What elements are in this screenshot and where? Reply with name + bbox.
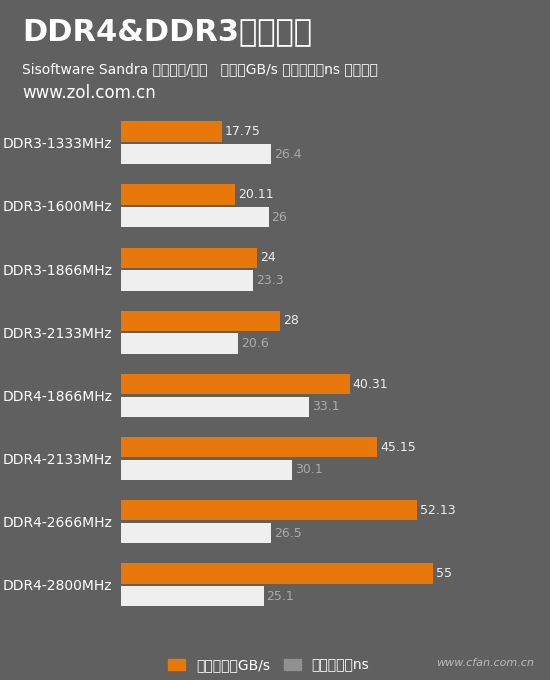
Bar <box>121 333 238 354</box>
Text: 20.11: 20.11 <box>238 188 274 201</box>
Text: www.zol.com.cn: www.zol.com.cn <box>22 84 156 101</box>
Text: www.cfan.com.cn: www.cfan.com.cn <box>436 658 534 668</box>
Text: 26: 26 <box>272 211 287 224</box>
Bar <box>121 396 309 417</box>
Text: 26.4: 26.4 <box>274 148 301 160</box>
Bar <box>121 563 433 583</box>
Text: 20.6: 20.6 <box>241 337 268 350</box>
Bar <box>121 121 222 141</box>
Text: 28: 28 <box>283 314 299 327</box>
Bar <box>121 184 235 205</box>
Legend: 内存带宽：GB/s, 内存延迟：ns: 内存带宽：GB/s, 内存延迟：ns <box>168 658 370 673</box>
Bar <box>121 311 280 331</box>
Text: 30.1: 30.1 <box>295 463 322 477</box>
Bar <box>121 460 292 480</box>
Text: 17.75: 17.75 <box>224 125 261 138</box>
Text: 25.1: 25.1 <box>266 590 294 602</box>
Text: 26.5: 26.5 <box>274 526 302 539</box>
Bar <box>121 374 350 394</box>
Bar <box>121 586 263 607</box>
Text: 33.1: 33.1 <box>312 401 339 413</box>
Bar <box>121 144 271 165</box>
Text: 40.31: 40.31 <box>353 377 388 390</box>
Bar <box>121 437 377 457</box>
Text: DDR4&DDR3对比测试: DDR4&DDR3对比测试 <box>22 17 312 46</box>
Bar <box>121 207 268 227</box>
Text: Sisoftware Sandra 内存带宽/延迟   单位：GB/s 越大越好；ns 越小越好: Sisoftware Sandra 内存带宽/延迟 单位：GB/s 越大越好；n… <box>22 63 378 77</box>
Text: 23.3: 23.3 <box>256 274 284 287</box>
Text: 55: 55 <box>436 567 452 580</box>
Bar <box>121 500 417 520</box>
Text: 45.15: 45.15 <box>380 441 416 454</box>
Bar <box>121 523 272 543</box>
Text: 24: 24 <box>260 251 276 265</box>
Bar <box>121 248 257 268</box>
Bar <box>121 271 254 290</box>
Text: 52.13: 52.13 <box>420 504 455 517</box>
